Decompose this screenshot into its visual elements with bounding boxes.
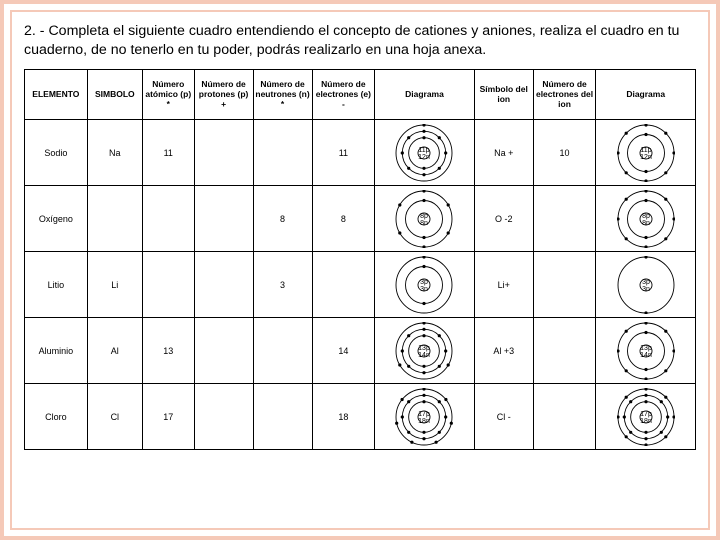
cell-z: 11 — [142, 120, 194, 186]
table-row: LitioLi33p3nLi+3p3n — [25, 252, 696, 318]
th-e-ion: Número de electrones del ion — [533, 70, 596, 120]
cell-elemento: Sodio — [25, 120, 88, 186]
svg-text:18n: 18n — [640, 418, 652, 425]
svg-text:13p: 13p — [419, 345, 431, 352]
cell-e-ion: 10 — [533, 120, 596, 186]
th-simbolo: SIMBOLO — [87, 70, 142, 120]
cell-e-ion — [533, 318, 596, 384]
cell-protones — [194, 384, 253, 450]
cell-ion: Al +3 — [474, 318, 533, 384]
cell-ion: Na + — [474, 120, 533, 186]
cell-electrones: 11 — [312, 120, 375, 186]
cell-diagrama-ion: 11p12n — [596, 120, 696, 186]
svg-text:3p: 3p — [421, 279, 429, 286]
table-header-row: ELEMENTO SIMBOLO Número atómico (p) * Nú… — [25, 70, 696, 120]
svg-text:8n: 8n — [642, 220, 650, 227]
cell-z — [142, 252, 194, 318]
svg-text:13p: 13p — [640, 345, 652, 352]
cell-elemento: Oxígeno — [25, 186, 88, 252]
svg-text:8n: 8n — [421, 220, 429, 227]
svg-text:14n: 14n — [640, 352, 652, 359]
svg-text:8p: 8p — [421, 213, 429, 220]
cell-diagrama: 8p8n — [375, 186, 475, 252]
cell-z — [142, 186, 194, 252]
th-elemento: ELEMENTO — [25, 70, 88, 120]
cell-electrones: 18 — [312, 384, 375, 450]
cell-electrones: 8 — [312, 186, 375, 252]
cell-neutrones: 8 — [253, 186, 312, 252]
svg-text:8p: 8p — [642, 213, 650, 220]
th-neutrones: Número de neutrones (n) * — [253, 70, 312, 120]
ions-table: ELEMENTO SIMBOLO Número atómico (p) * Nú… — [24, 69, 696, 450]
cell-neutrones: 3 — [253, 252, 312, 318]
cell-diagrama: 17p18n — [375, 384, 475, 450]
cell-neutrones — [253, 318, 312, 384]
cell-protones — [194, 318, 253, 384]
instruction-text: 2. - Completa el siguiente cuadro entend… — [24, 22, 696, 59]
cell-neutrones — [253, 120, 312, 186]
cell-diagrama: 3p3n — [375, 252, 475, 318]
svg-text:17p: 17p — [640, 411, 652, 418]
cell-ion: Cl - — [474, 384, 533, 450]
svg-text:14n: 14n — [419, 352, 431, 359]
cell-simbolo: Cl — [87, 384, 142, 450]
svg-text:12n: 12n — [640, 154, 652, 161]
cell-elemento: Cloro — [25, 384, 88, 450]
cell-protones — [194, 252, 253, 318]
table-row: AluminioAl131413p14nAl +313p14n — [25, 318, 696, 384]
cell-simbolo: Li — [87, 252, 142, 318]
cell-ion: O -2 — [474, 186, 533, 252]
th-diagrama2: Diagrama — [596, 70, 696, 120]
cell-protones — [194, 186, 253, 252]
table-row: Oxígeno888p8nO -28p8n — [25, 186, 696, 252]
cell-z: 17 — [142, 384, 194, 450]
table-row: CloroCl171817p18nCl -17p18n — [25, 384, 696, 450]
th-z: Número atómico (p) * — [142, 70, 194, 120]
th-diagrama: Diagrama — [375, 70, 475, 120]
cell-diagrama-ion: 8p8n — [596, 186, 696, 252]
th-protones: Número de protones (p) + — [194, 70, 253, 120]
table-row: SodioNa111111p12nNa +1011p12n — [25, 120, 696, 186]
th-ion: Símbolo del ion — [474, 70, 533, 120]
svg-text:11p: 11p — [419, 147, 430, 154]
cell-diagrama-ion: 13p14n — [596, 318, 696, 384]
cell-diagrama-ion: 3p3n — [596, 252, 696, 318]
cell-diagrama-ion: 17p18n — [596, 384, 696, 450]
cell-diagrama: 13p14n — [375, 318, 475, 384]
cell-simbolo: Na — [87, 120, 142, 186]
cell-protones — [194, 120, 253, 186]
cell-simbolo: Al — [87, 318, 142, 384]
cell-ion: Li+ — [474, 252, 533, 318]
svg-text:17p: 17p — [419, 411, 431, 418]
cell-e-ion — [533, 186, 596, 252]
cell-electrones — [312, 252, 375, 318]
cell-elemento: Aluminio — [25, 318, 88, 384]
svg-text:3n: 3n — [421, 286, 429, 293]
cell-neutrones — [253, 384, 312, 450]
cell-diagrama: 11p12n — [375, 120, 475, 186]
cell-electrones: 14 — [312, 318, 375, 384]
svg-text:3n: 3n — [642, 286, 650, 293]
cell-simbolo — [87, 186, 142, 252]
cell-e-ion — [533, 252, 596, 318]
th-electrones: Número de electrones (e) - — [312, 70, 375, 120]
svg-text:3p: 3p — [642, 279, 650, 286]
svg-text:18n: 18n — [419, 418, 431, 425]
svg-text:11p: 11p — [640, 147, 651, 154]
cell-e-ion — [533, 384, 596, 450]
cell-elemento: Litio — [25, 252, 88, 318]
cell-z: 13 — [142, 318, 194, 384]
svg-text:12n: 12n — [419, 154, 431, 161]
